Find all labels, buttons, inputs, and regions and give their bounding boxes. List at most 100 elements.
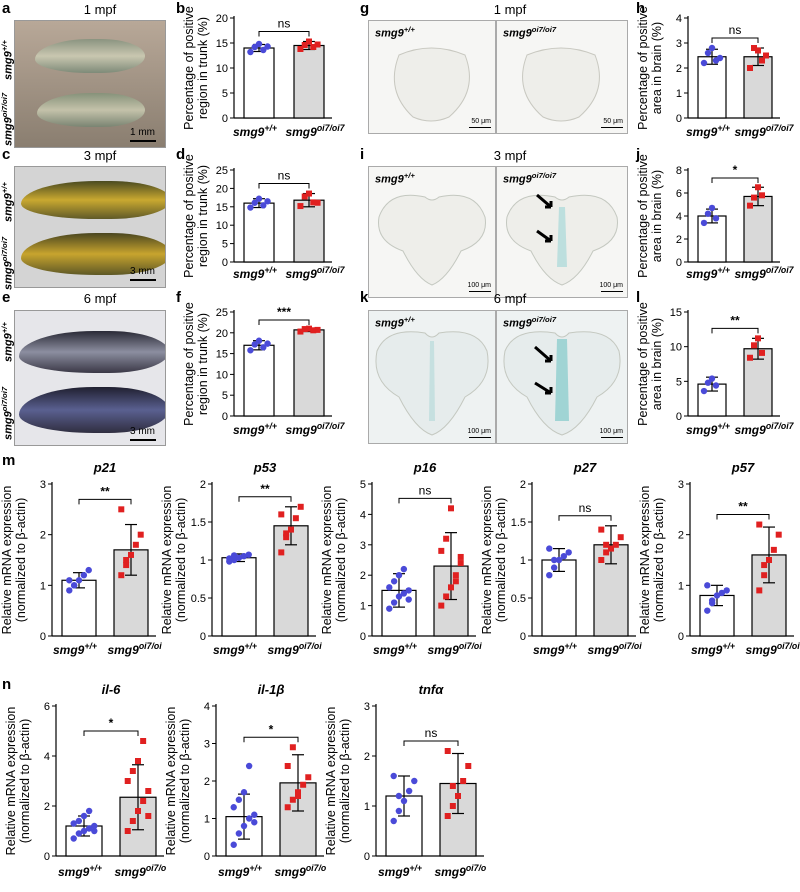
- chart-n-tnfa: tnfα Relative mRNA expression(normalized …: [324, 682, 486, 879]
- chart-title: tnfα: [419, 682, 445, 697]
- photo-label-wt-e: smg9+/+: [0, 322, 15, 362]
- fish-wt-image: [21, 181, 165, 219]
- scalebar-text: 50 μm: [471, 118, 491, 125]
- data-point-wt: [245, 762, 253, 770]
- y-axis-label: Percentage of positivearea in brain (%): [636, 302, 664, 426]
- data-point-wt: [395, 807, 403, 815]
- panel-label-b: b: [176, 0, 186, 17]
- significance-label: ns: [278, 169, 291, 183]
- x-category-wt: smg9+/+: [691, 641, 735, 657]
- data-point-mut: [612, 541, 619, 548]
- panel-label-c: c: [2, 146, 11, 163]
- data-point-mut: [761, 562, 768, 569]
- y-tick-label: 0: [222, 113, 228, 125]
- data-point-mut: [310, 44, 317, 50]
- brain-section-g-mut: smg9oi7/oi7 50 μm: [496, 20, 628, 134]
- data-point-wt: [395, 792, 403, 800]
- data-point-wt: [230, 552, 238, 559]
- data-point-wt: [251, 199, 258, 206]
- y-tick-label: 2: [44, 801, 50, 813]
- data-point-wt: [235, 830, 243, 837]
- data-point-wt: [247, 347, 254, 354]
- photo-label-mut-c: smg9oi7/oi7: [0, 236, 15, 290]
- arrow-icon: [534, 345, 553, 363]
- significance-bracket: [716, 514, 770, 520]
- section-age-i: 3 mpf: [493, 148, 527, 163]
- data-point-wt: [247, 204, 254, 211]
- y-tick-label: 0: [40, 631, 46, 643]
- y-tick-label: 1.5: [191, 517, 206, 529]
- significance-label: ns: [278, 17, 291, 31]
- chart-m-p57: p57 Relative mRNA expression(normalized t…: [638, 460, 800, 657]
- data-point-mut: [135, 758, 141, 764]
- scalebar-text: 100 μm: [599, 282, 624, 289]
- data-point-wt: [85, 807, 93, 815]
- data-point-wt: [230, 804, 237, 811]
- x-category-mut: smg9oi7/oi7: [745, 641, 800, 657]
- fish-mut-image: [21, 233, 165, 275]
- y-axis-label: Percentage of positiveregion in trunk (%…: [182, 302, 210, 426]
- data-point-wt: [226, 555, 233, 562]
- scalebar: [601, 291, 623, 292]
- data-point-wt: [240, 553, 248, 560]
- photo-label-mut-e: smg9oi7/oi7: [0, 386, 15, 440]
- x-category-wt: smg9+/+: [233, 123, 277, 139]
- data-point-mut: [301, 42, 308, 48]
- significance-label: ns: [425, 726, 438, 740]
- data-point-mut: [118, 506, 125, 513]
- y-tick-label: 15: [216, 38, 228, 50]
- y-tick-label: 0: [222, 257, 228, 269]
- data-point-mut: [759, 349, 765, 356]
- y-tick-label: 2: [360, 570, 366, 582]
- data-point-wt: [245, 551, 252, 558]
- y-tick-label: 20: [216, 328, 228, 340]
- section-genotype-label: smg9+/+: [375, 171, 415, 186]
- data-point-mut: [448, 584, 454, 591]
- chart-f: Percentage of positiveregion in trunk (%…: [182, 302, 346, 437]
- brain-section-i-mut: smg9oi7/oi7 100 μm: [496, 166, 628, 298]
- scalebar-text-a: 1 mm: [130, 127, 155, 138]
- data-point-mut: [118, 572, 125, 579]
- data-point-mut: [759, 57, 765, 64]
- data-point-mut: [443, 593, 450, 600]
- data-point-wt: [70, 820, 77, 827]
- bar-mut: [293, 199, 325, 263]
- y-axis-label: Percentage of positivearea in brain (%): [636, 6, 664, 130]
- y-tick-label: 4: [676, 211, 682, 223]
- y-axis-label: Percentage of positivearea in brain (%): [636, 154, 664, 278]
- panel-label-e: e: [2, 289, 11, 306]
- data-point-mut: [140, 798, 147, 804]
- y-tick-label: 1: [364, 801, 370, 813]
- significance-label: *: [269, 722, 274, 736]
- data-point-wt: [260, 46, 267, 54]
- x-category-mut: smg9oi7/oi7: [285, 421, 345, 437]
- fish-mut-image: [37, 93, 145, 127]
- significance-bracket: [258, 31, 310, 37]
- data-point-wt: [255, 337, 263, 344]
- significance-bracket: [258, 183, 310, 189]
- y-tick-label: 20: [216, 183, 228, 195]
- data-point-mut: [444, 748, 451, 754]
- data-point-mut: [310, 327, 317, 334]
- y-tick-label: 6: [44, 701, 50, 713]
- data-point-wt: [708, 44, 716, 52]
- y-axis-label: Relative mRNA expression(normalized to β…: [320, 486, 348, 635]
- data-point-wt: [75, 817, 83, 825]
- significance-label: **: [100, 484, 110, 498]
- data-point-wt: [713, 592, 721, 599]
- y-tick-label: 2: [520, 479, 526, 491]
- y-tick-label: 1: [204, 814, 210, 826]
- x-category-mut: smg9oi7/oi7: [587, 641, 642, 657]
- data-point-wt: [704, 607, 711, 614]
- data-point-mut: [283, 534, 290, 541]
- data-point-wt: [245, 815, 253, 822]
- data-point-wt: [91, 822, 98, 830]
- data-point-mut: [747, 65, 753, 71]
- data-point-mut: [747, 354, 753, 361]
- panel-label-i: i: [360, 146, 365, 163]
- data-point-mut: [314, 326, 321, 333]
- data-point-wt: [708, 204, 716, 212]
- data-point-wt: [255, 40, 263, 48]
- y-tick-label: 0: [520, 631, 526, 643]
- data-point-mut: [129, 818, 136, 824]
